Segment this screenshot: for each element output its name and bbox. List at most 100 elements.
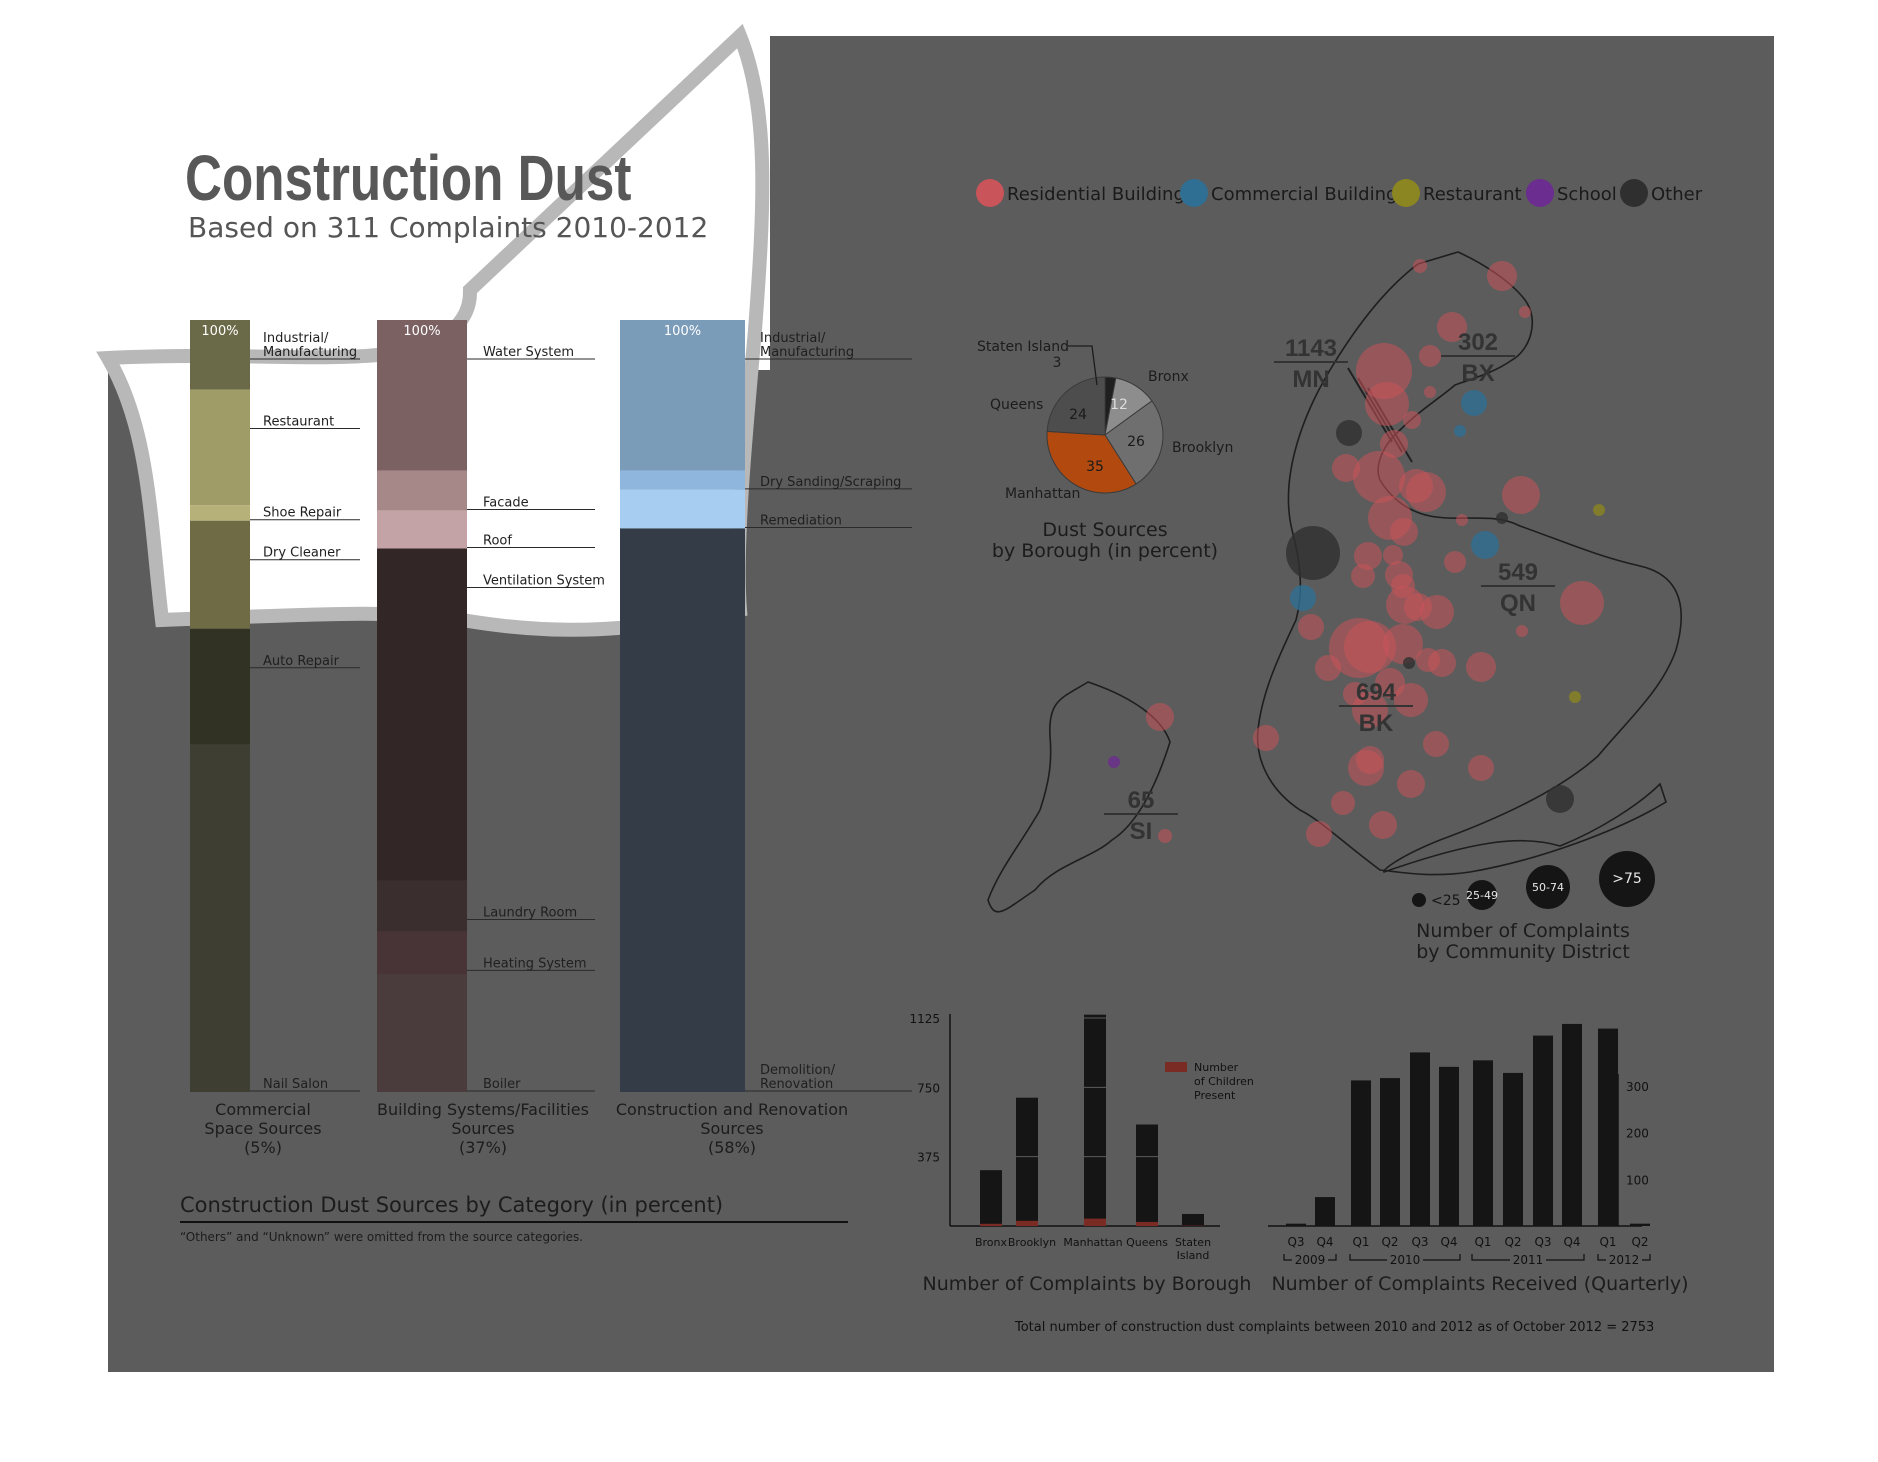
x-tick-label: Brooklyn: [1008, 1236, 1056, 1249]
x-tick-label: Staten: [1175, 1236, 1211, 1249]
map-bubble: [1466, 652, 1496, 682]
year-label-bg: [1387, 1252, 1423, 1266]
bar-complaints: [1136, 1124, 1158, 1226]
map-bubble: [1332, 454, 1360, 482]
x-tick-label: Queens: [1126, 1236, 1168, 1249]
pie-value-manhattan: 35: [1086, 459, 1104, 475]
map-bubble: [1456, 514, 1468, 526]
x-tick-label: Q1: [1599, 1235, 1616, 1249]
pie-slice: [1046, 376, 1106, 436]
bar-complaints: [1016, 1097, 1038, 1226]
column-caption: Construction and Renovation: [616, 1100, 848, 1119]
stack-segment: [377, 880, 467, 932]
y-tick-label: 300: [1626, 1080, 1649, 1094]
segment-label: Nail Salon: [263, 1077, 328, 1092]
map-bubble: [1423, 731, 1449, 757]
legend-swatch: [1392, 179, 1420, 207]
map-bubble: [1444, 551, 1466, 573]
map-bubble: [1290, 585, 1316, 611]
x-tick-label: Q1: [1352, 1235, 1369, 1249]
year-label-bg: [1606, 1252, 1642, 1266]
pie-value-bronx: 12: [1110, 397, 1128, 413]
column-caption: Sources: [451, 1119, 514, 1138]
map-bubble: [1404, 593, 1432, 621]
map-bubble: [1383, 545, 1403, 565]
map-bubble: [1496, 512, 1508, 524]
map-bubble: [1354, 542, 1382, 570]
map-bubble: [1352, 692, 1388, 728]
map-bubble: [1454, 425, 1466, 437]
pie-value-staten-island: 3: [1053, 355, 1062, 371]
size-legend-label: 25-49: [1466, 889, 1498, 902]
borough-count: 694: [1356, 679, 1397, 706]
segment-label: Manufacturing: [760, 345, 854, 360]
stack-segment: [377, 548, 467, 881]
column-caption: Commercial: [215, 1100, 311, 1119]
x-tick-label: Q3: [1411, 1235, 1428, 1249]
stack-segment: [190, 520, 250, 629]
segment-label: Demolition/: [760, 1063, 836, 1078]
pie-title-line-2: by Borough (in percent): [992, 540, 1218, 562]
legend-children-swatch: [1165, 1062, 1187, 1072]
map-bubble: [1331, 791, 1355, 815]
map-bubble: [1286, 526, 1340, 580]
x-tick-label: Q4: [1316, 1235, 1333, 1249]
map-bubble: [1353, 451, 1405, 503]
x-tick-label: Manhattan: [1063, 1236, 1122, 1249]
bar-quarter: [1503, 1072, 1523, 1226]
segment-label: Heating System: [483, 956, 587, 971]
bar-quarter: [1598, 1028, 1618, 1226]
category-chart-heading: Construction Dust Sources by Category (i…: [180, 1193, 723, 1217]
category-chart: Industrial/Manufacturing Restaurant Shoe R…: [190, 320, 912, 1157]
borough-code: SI: [1130, 818, 1153, 845]
stack-segment: [620, 470, 745, 490]
year-label-bg: [1292, 1252, 1328, 1266]
segment-label: Manufacturing: [263, 345, 357, 360]
pie-title-line-1: Dust Sources: [1042, 519, 1167, 541]
stack-segment: [377, 470, 467, 511]
chart-title: Number of Complaints by Borough: [923, 1273, 1252, 1295]
bar-quarter: [1533, 1035, 1553, 1226]
map-bubble: [1253, 725, 1279, 751]
size-legend-circle: [1467, 880, 1497, 910]
legend-label: Restaurant: [1423, 184, 1522, 205]
bar-quarter: [1410, 1052, 1430, 1226]
stack-segment: [190, 628, 250, 745]
bar-quarter: [1380, 1078, 1400, 1226]
stack-segment: [377, 320, 467, 471]
pie-label-queens: Queens: [990, 397, 1043, 413]
size-legend-circle: [1526, 865, 1570, 909]
y-tick-label: 375: [917, 1151, 940, 1165]
map-bubble: [1390, 518, 1418, 546]
segment-label: Ventilation System: [483, 574, 605, 589]
pie-leader-staten-island: [1068, 345, 1098, 386]
stack-segment: [377, 510, 467, 549]
legend-swatch: [976, 179, 1004, 207]
legend-label: Other: [1651, 184, 1703, 205]
legend-children-label: Number: [1194, 1061, 1239, 1074]
total-note: Total number of construction dust compla…: [1014, 1320, 1654, 1335]
borough-count: 302: [1458, 329, 1498, 356]
map-bubble: [1471, 531, 1499, 559]
segment-label: Water System: [483, 345, 574, 360]
y-tick-label: 100: [1626, 1173, 1649, 1187]
legend-children-label: of Children: [1194, 1075, 1254, 1088]
map-bubble: [1413, 259, 1427, 273]
right-panel: [770, 36, 1774, 1372]
map-bubble: [1593, 504, 1605, 516]
bar-quarter: [1286, 1223, 1306, 1226]
bar-quarter: [1315, 1197, 1335, 1226]
map-bubble: [1351, 564, 1375, 588]
size-legend-title: Number of Complaints: [1416, 920, 1630, 942]
year-label: 2012: [1609, 1253, 1640, 1267]
stack-segment: [190, 744, 250, 1092]
map-bubble: [1560, 581, 1604, 625]
x-tick-label: Q3: [1534, 1235, 1551, 1249]
map-bubble: [1416, 648, 1440, 672]
y-tick-label: 750: [917, 1081, 940, 1095]
bar-quarter: [1473, 1060, 1493, 1226]
map-bubble: [1468, 755, 1494, 781]
map-bubble: [1437, 312, 1467, 342]
